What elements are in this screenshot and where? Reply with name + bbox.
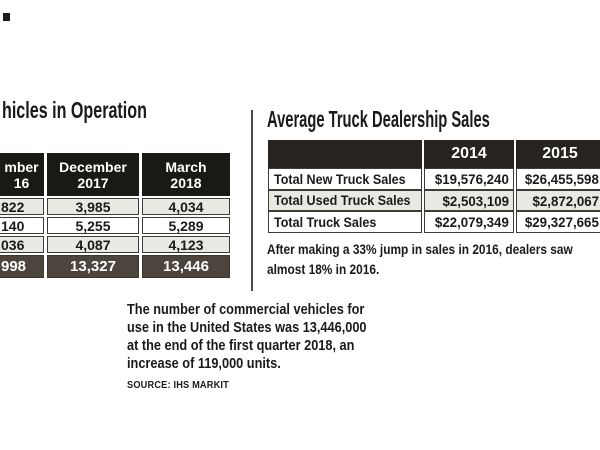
sales-r2-2014: $2,503,109 [424, 190, 514, 211]
sales-r2-2014-value: $2,503,109 [442, 192, 509, 209]
paragraph-line2: use in the United States was 13,446,000 [127, 319, 367, 336]
dealership-sales-title: Average Truck Dealership Sales [267, 106, 490, 132]
vio-r3-c3: 4,123 [142, 236, 230, 253]
sales-r1-2014-value: $19,576,240 [435, 171, 509, 187]
vio-header-dec-2017-line2: 2017 [77, 174, 109, 191]
sales-header-empty [268, 140, 422, 168]
sales-r1-label-text: Total New Truck Sales [274, 171, 406, 187]
paragraph-line3: at the end of the first quarter 2018, an [127, 337, 355, 354]
vio-header-dec-2017: December 2017 [47, 153, 139, 196]
commercial-vehicles-paragraph: The number of commercial vehicles for us… [127, 301, 367, 373]
paragraph-line1: The number of commercial vehicles for [127, 301, 365, 318]
section-divider-line [251, 110, 253, 291]
sales-r2-2015-value: $2,872,067 [532, 192, 599, 209]
vio-header-dec-2017-line1: December [59, 158, 127, 175]
sales-r3-label: Total Truck Sales [268, 211, 422, 233]
vio-header-mar-2018: March 2018 [142, 153, 230, 196]
vio-r1-c3: 4,034 [142, 198, 230, 215]
sales-r3-2014: $22,079,349 [424, 211, 514, 233]
sales-r3-label-text: Total Truck Sales [274, 214, 377, 230]
sales-header-2015: 2015 [516, 140, 600, 168]
vio-r1-c2: 3,985 [47, 198, 139, 215]
sales-r3-2015: $29,327,665 [516, 211, 600, 233]
vio-r3-c2: 4,087 [47, 236, 139, 253]
vio-total-c1: 998 [0, 255, 44, 278]
sales-r1-label: Total New Truck Sales [268, 168, 422, 190]
vio-header-dec-2016-line2: 16 [13, 174, 30, 191]
vio-header-dec-2016: mber 16 [0, 153, 44, 196]
vio-r1-c1: 822 [0, 198, 44, 215]
crop-artifact-mark [3, 13, 10, 21]
vio-r3-c1: 036 [0, 236, 44, 253]
vehicles-in-operation-table: mber 16 December 2017 March 2018 822 3,9… [0, 153, 230, 278]
sales-r2-2015: $2,872,067 [516, 190, 600, 211]
sales-r3-2014-value: $22,079,349 [435, 214, 509, 230]
dealership-sales-table: 2014 2015 Total New Truck Sales $19,576,… [268, 140, 600, 233]
sales-r2-label: Total Used Truck Sales [268, 190, 422, 211]
sales-note-line2: almost 18% in 2016. [267, 261, 380, 277]
vio-header-mar-2018-line1: March [165, 158, 207, 175]
vio-r2-c1: 140 [0, 217, 44, 234]
vehicles-in-operation-title: hicles in Operation [2, 97, 147, 123]
vio-total-c2: 13,327 [47, 255, 139, 278]
vio-header-dec-2016-line1: mber [4, 158, 39, 175]
sales-r2-label-text: Total Used Truck Sales [274, 193, 411, 208]
vio-r2-c2: 5,255 [47, 217, 139, 234]
paragraph-line4: increase of 119,000 units. [127, 355, 281, 372]
source-credit: SOURCE: IHS MARKIT [127, 380, 229, 391]
sales-r1-2015-value: $26,455,598 [525, 171, 599, 187]
sales-r1-2014: $19,576,240 [424, 168, 514, 190]
sales-note-line1: After making a 33% jump in sales in 2016… [267, 242, 573, 257]
vio-r2-c3: 5,289 [142, 217, 230, 234]
sales-r1-2015: $26,455,598 [516, 168, 600, 190]
sales-header-2014: 2014 [424, 140, 514, 168]
vio-total-c3: 13,446 [142, 255, 230, 278]
vio-header-mar-2018-line2: 2018 [170, 174, 202, 191]
sales-r3-2015-value: $29,327,665 [525, 214, 599, 230]
sales-note: After making a 33% jump in sales in 2016… [267, 240, 573, 279]
